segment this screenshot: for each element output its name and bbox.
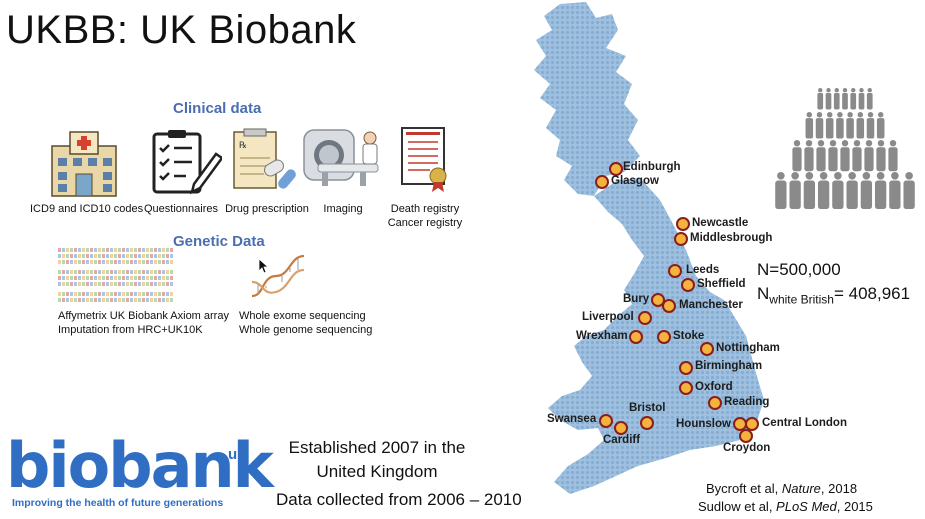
city-label-hounslow: Hounslow [676, 418, 731, 430]
city-label-liverpool: Liverpool [582, 311, 634, 323]
established-line1: Established 2007 in the [288, 438, 466, 457]
city-marker-manchester [662, 299, 676, 313]
dna-helix-icon [251, 254, 305, 298]
city-marker-liverpool [638, 311, 652, 325]
city-label-swansea: Swansea [547, 413, 597, 425]
icd-codes-caption: ICD9 and ICD10 codes [30, 203, 144, 215]
citation-sudlow-authors: Sudlow et al, [698, 499, 777, 514]
mouse-cursor-icon [258, 258, 270, 274]
city-label-glasgow: Glasgow [611, 175, 659, 187]
citation-sudlow: Sudlow et al, PLoS Med, 2015 [698, 498, 873, 516]
sequencing-caption: Whole exome sequencing Whole genome sequ… [239, 309, 372, 337]
exome-label: Whole exome sequencing [239, 310, 366, 322]
city-label-central-london: Central London [762, 417, 847, 429]
city-label-cardiff: Cardiff [603, 434, 641, 446]
city-label-stoke: Stoke [673, 330, 705, 342]
city-marker-newcastle [676, 217, 690, 231]
registry-document-icon [401, 127, 447, 192]
city-marker-stoke [657, 330, 671, 344]
clinical-data-heading: Clinical data [173, 100, 262, 117]
prescription-icon: ℞ [233, 128, 296, 189]
city-marker-swansea [599, 414, 613, 428]
n-white-prefix: N [757, 284, 770, 303]
biobank-logo-tagline: Improving the health of future generatio… [12, 497, 224, 509]
citation-bycroft: Bycroft et al, Nature, 2018 [706, 480, 857, 498]
city-label-nottingham: Nottingham [716, 342, 780, 354]
n-total: N=500,000 [757, 260, 841, 279]
city-label-edinburgh: Edinburgh [623, 161, 681, 173]
mri-scanner-icon [303, 129, 379, 186]
city-marker-oxford [679, 381, 693, 395]
city-label-sheffield: Sheffield [697, 278, 746, 290]
genetic-data-heading: Genetic Data [173, 233, 265, 250]
city-label-leeds: Leeds [686, 264, 720, 276]
city-marker-sheffield [681, 278, 695, 292]
scotland-shape [534, 2, 640, 196]
biobank-logo-uk: uk [228, 446, 246, 463]
population-people-icon [775, 88, 915, 210]
city-label-bury: Bury [623, 293, 650, 305]
svg-text:℞: ℞ [239, 140, 247, 150]
city-label-birmingham: Birmingham [695, 360, 763, 372]
biobank-logo-wordmark: biobank [6, 429, 274, 502]
genotype-array-icon [58, 248, 173, 302]
city-marker-nottingham [700, 342, 714, 356]
citation-bycroft-authors: Bycroft et al, [706, 481, 782, 496]
questionnaires-caption: Questionnaires [144, 203, 218, 215]
n-white-subscript: white British [769, 292, 834, 307]
citation-sudlow-journal: PLoS Med [776, 499, 837, 514]
hospital-icon [51, 131, 117, 197]
city-marker-bristol [640, 416, 654, 430]
city-marker-reading [708, 396, 722, 410]
citation-bycroft-year: , 2018 [820, 481, 858, 496]
city-marker-edinburgh [609, 162, 623, 176]
city-marker-croydon [739, 429, 753, 443]
city-label-wrexham: Wrexham [576, 330, 628, 342]
array-caption: Affymetrix UK Biobank Axiom array Imputa… [58, 309, 229, 337]
citation-bycroft-journal: Nature [781, 481, 821, 496]
cancer-registry-label: Cancer registry [387, 217, 463, 229]
city-label-bristol: Bristol [629, 402, 666, 414]
city-label-middlesbrough: Middlesbrough [690, 232, 773, 244]
axiom-array-label: Affymetrix UK Biobank Axiom array [58, 310, 229, 322]
genome-label: Whole genome sequencing [239, 324, 373, 336]
drug-prescription-caption: Drug prescription [225, 203, 309, 215]
city-label-croydon: Croydon [723, 442, 771, 454]
city-label-manchester: Manchester [679, 299, 743, 311]
city-label-reading: Reading [724, 396, 770, 408]
n-white-value: = 408,961 [833, 284, 911, 303]
city-marker-glasgow [595, 175, 609, 189]
death-registry-label: Death registry [390, 203, 460, 215]
city-marker-cardiff [614, 421, 628, 435]
registry-caption: Death registry Cancer registry [372, 202, 478, 230]
established-line2: United Kingdom [316, 462, 438, 481]
n-white-british: Nwhite British= 408,961 [757, 284, 910, 306]
city-label-newcastle: Newcastle [692, 217, 749, 229]
city-marker-leeds [668, 264, 682, 278]
data-collected-line: Data collected from 2006 – 2010 [276, 490, 522, 509]
city-marker-middlesbrough [674, 232, 688, 246]
imputation-label: Imputation from HRC+UK10K [58, 324, 203, 336]
slide-title: UKBB: UK Biobank [6, 8, 357, 52]
city-label-oxford: Oxford [695, 381, 733, 393]
city-marker-birmingham [679, 361, 693, 375]
checklist-icon [152, 130, 222, 195]
imaging-caption: Imaging [323, 203, 363, 215]
city-marker-wrexham [629, 330, 643, 344]
city-marker-central-london [745, 417, 759, 431]
citation-sudlow-year: , 2015 [836, 499, 873, 514]
